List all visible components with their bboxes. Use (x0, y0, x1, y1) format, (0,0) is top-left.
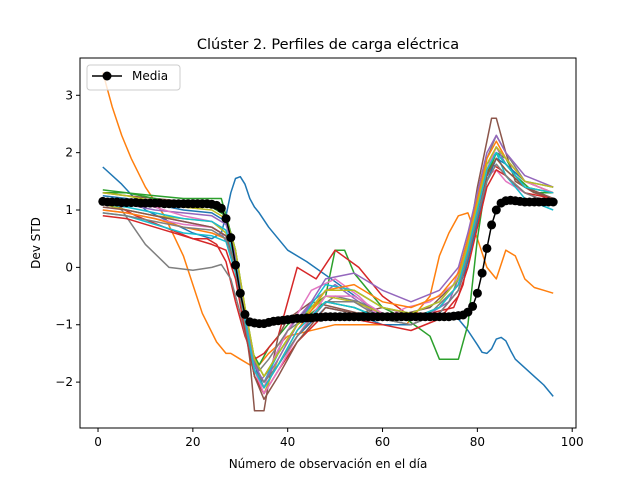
mean-point (240, 309, 250, 319)
legend-marker-swatch (102, 71, 112, 81)
mean-point (472, 288, 482, 298)
x-axis-ticks: 0 20 40 60 80 100 (94, 428, 584, 449)
mean-point (468, 301, 478, 311)
y-axis-title: Dev STD (29, 217, 43, 269)
y-tick-label: 2 (65, 146, 73, 160)
mean-series-layer (98, 195, 558, 329)
y-tick-label: −2 (55, 375, 73, 389)
profile-series-line (102, 151, 554, 389)
plot-background (80, 58, 576, 428)
y-tick-label: 0 (65, 260, 73, 274)
mean-point (487, 220, 497, 230)
profile-series-line (102, 157, 554, 401)
y-tick-label: 3 (65, 88, 73, 102)
mean-point (477, 268, 487, 278)
mean-point (226, 233, 236, 243)
mean-point (548, 197, 558, 207)
legend-box (86, 64, 181, 91)
mean-point (482, 243, 492, 253)
x-axis-title: Número de observación en el día (229, 457, 428, 471)
x-tick-label: 20 (185, 435, 200, 449)
mean-point (235, 288, 245, 298)
mean-point (231, 260, 240, 270)
mean-point (491, 205, 501, 215)
y-tick-label: −1 (55, 318, 73, 332)
x-tick-label: 60 (375, 435, 390, 449)
legend-label-media: Media (132, 69, 168, 83)
legend: Media (86, 64, 181, 91)
x-tick-label: 40 (280, 435, 295, 449)
chart-title: Clúster 2. Perfiles de carga eléctrica (197, 37, 459, 53)
y-axis-ticks: −2 −1 0 1 2 3 (55, 88, 80, 389)
profile-series-line (102, 134, 554, 383)
x-tick-label: 0 (94, 435, 102, 449)
y-tick-label: 1 (65, 203, 73, 217)
mean-point (221, 214, 231, 224)
x-tick-label: 100 (561, 435, 584, 449)
x-tick-label: 80 (470, 435, 485, 449)
profile-series-line (102, 146, 554, 378)
plot-frame (79, 57, 577, 429)
mean-point (216, 203, 226, 213)
